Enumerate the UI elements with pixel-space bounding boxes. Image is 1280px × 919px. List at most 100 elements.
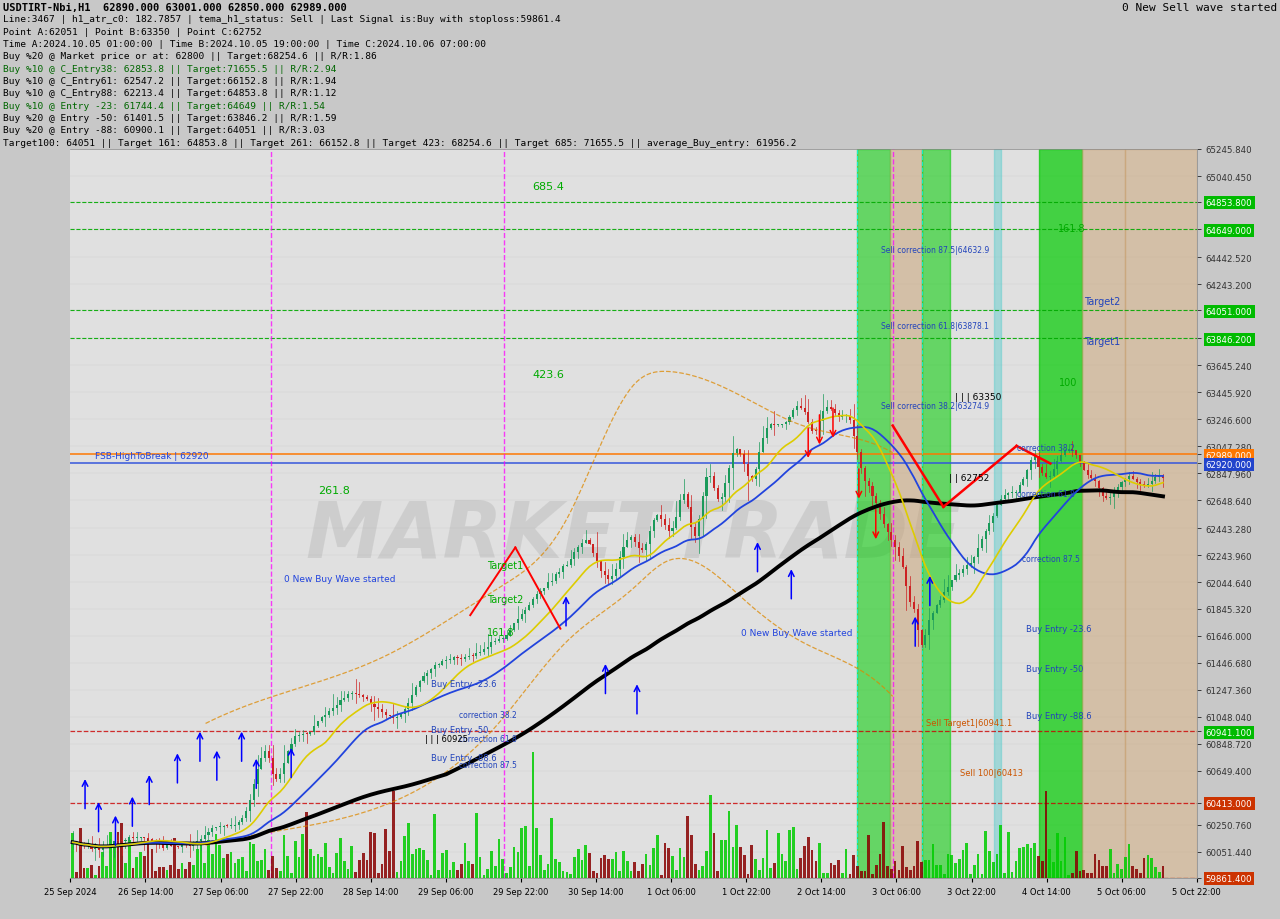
Bar: [170, 845, 172, 846]
Bar: [445, 660, 447, 662]
Bar: [237, 858, 241, 878]
Bar: [916, 609, 919, 630]
Text: FSB-HighToBreak | 62920: FSB-HighToBreak | 62920: [95, 451, 209, 460]
Bar: [520, 828, 524, 878]
Bar: [101, 852, 104, 878]
Bar: [1068, 875, 1070, 878]
Bar: [490, 851, 493, 878]
Bar: [611, 576, 613, 579]
Bar: [829, 863, 832, 878]
Bar: [539, 591, 541, 594]
Bar: [343, 698, 346, 700]
Bar: [845, 849, 847, 878]
Bar: [1044, 791, 1047, 878]
Bar: [90, 865, 93, 878]
Bar: [298, 857, 301, 878]
Bar: [399, 861, 402, 878]
Bar: [833, 865, 836, 878]
Bar: [744, 455, 745, 465]
Bar: [310, 732, 311, 734]
Bar: [1135, 479, 1138, 482]
Bar: [641, 865, 644, 878]
Bar: [366, 697, 367, 699]
Bar: [645, 544, 648, 550]
Bar: [570, 874, 572, 878]
Bar: [804, 846, 806, 878]
Bar: [302, 834, 305, 878]
Bar: [294, 842, 297, 878]
Text: Buy Entry -50: Buy Entry -50: [1025, 664, 1083, 673]
Bar: [543, 588, 545, 591]
Bar: [785, 423, 787, 425]
Bar: [419, 848, 421, 878]
Bar: [252, 844, 255, 878]
Bar: [306, 733, 307, 734]
Bar: [690, 834, 692, 878]
Bar: [660, 875, 663, 878]
Bar: [1132, 867, 1134, 878]
Bar: [223, 858, 225, 878]
Bar: [977, 549, 979, 557]
Bar: [676, 517, 677, 528]
Bar: [105, 866, 108, 878]
Bar: [668, 526, 669, 531]
Bar: [724, 840, 727, 878]
Bar: [686, 816, 689, 878]
Bar: [860, 453, 863, 469]
Bar: [963, 569, 964, 573]
Bar: [411, 695, 413, 703]
Bar: [909, 870, 911, 878]
Bar: [479, 652, 481, 653]
Bar: [1087, 471, 1088, 475]
Bar: [256, 861, 259, 878]
Bar: [1039, 150, 1082, 878]
Bar: [384, 829, 387, 878]
Bar: [951, 581, 952, 587]
Bar: [1128, 844, 1130, 878]
Bar: [984, 832, 987, 878]
Bar: [483, 875, 485, 878]
Bar: [1071, 449, 1074, 451]
Bar: [211, 829, 214, 832]
Bar: [604, 572, 605, 576]
Bar: [204, 863, 206, 878]
Bar: [136, 837, 138, 838]
Bar: [566, 872, 568, 878]
Bar: [812, 422, 813, 431]
Bar: [1094, 479, 1096, 482]
Bar: [72, 841, 74, 843]
Bar: [717, 871, 719, 878]
Bar: [751, 476, 753, 480]
Bar: [124, 863, 127, 878]
Bar: [434, 814, 436, 878]
Bar: [614, 852, 617, 878]
Bar: [143, 857, 146, 878]
Bar: [562, 566, 564, 573]
Bar: [1151, 482, 1153, 485]
Bar: [758, 870, 760, 878]
Text: correction 61.8: correction 61.8: [460, 734, 517, 743]
Bar: [174, 845, 175, 846]
Bar: [517, 619, 518, 623]
Bar: [728, 469, 730, 484]
Text: MARKETTRADE: MARKETTRADE: [306, 497, 961, 573]
Bar: [735, 825, 739, 878]
Bar: [920, 863, 923, 878]
Bar: [215, 834, 218, 878]
Bar: [445, 850, 448, 878]
Bar: [380, 865, 384, 878]
Bar: [856, 437, 859, 453]
Bar: [957, 859, 960, 878]
Bar: [157, 868, 161, 878]
Bar: [204, 834, 206, 839]
Bar: [196, 841, 198, 843]
Bar: [630, 871, 632, 878]
Bar: [180, 845, 183, 846]
Bar: [308, 849, 312, 878]
Text: 0 New Buy Wave started: 0 New Buy Wave started: [741, 629, 852, 638]
Bar: [1083, 463, 1085, 471]
Bar: [709, 795, 712, 878]
Bar: [109, 833, 111, 878]
Text: 261.8: 261.8: [319, 486, 351, 495]
Bar: [248, 800, 251, 811]
